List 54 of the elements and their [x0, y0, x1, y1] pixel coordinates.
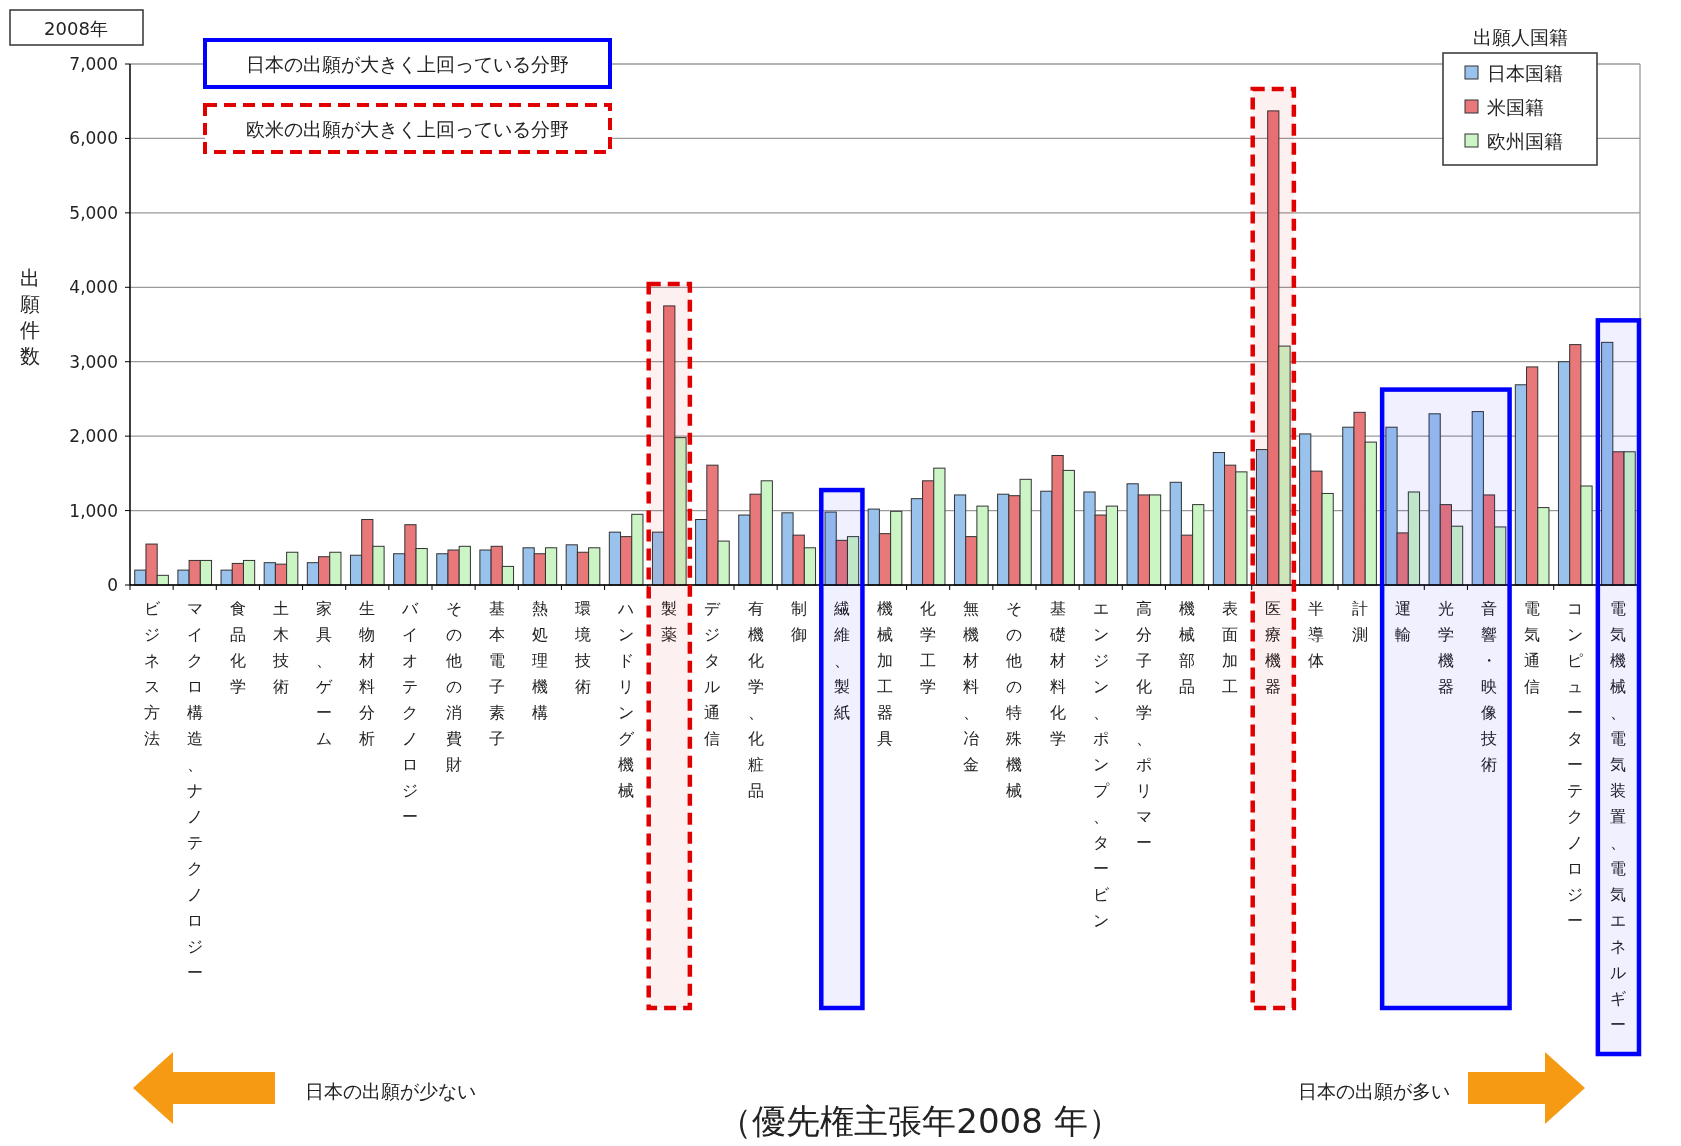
- x-tick-label: 光学機器: [1437, 599, 1454, 696]
- x-tick-label: マイクロ構造、ナノテクノロジー: [186, 599, 203, 982]
- y-tick-label: 0: [107, 575, 118, 595]
- y-axis-title: 出願件数: [20, 266, 40, 368]
- x-tick-label: 運輸: [1394, 599, 1411, 644]
- x-tick-label: その他の特殊機械: [1006, 599, 1023, 800]
- x-tick-label: 医療機器: [1265, 599, 1282, 696]
- legend-label: 日本国籍: [1487, 62, 1563, 84]
- y-tick-label: 3,000: [69, 351, 118, 372]
- x-tick-label: コンピューターテクノロジー: [1567, 599, 1584, 930]
- x-tick-label: 機械加工器具: [877, 599, 893, 748]
- x-tick-label: 生物材料分析: [359, 599, 376, 748]
- x-tick-label: 土木技術: [273, 599, 289, 696]
- x-tick-label: 音響・映像技術: [1481, 599, 1497, 774]
- y-tick-label: 5,000: [69, 202, 118, 223]
- x-tick-label: 繊維、製紙: [833, 599, 850, 722]
- x-tick-label: デジタル通信: [704, 599, 721, 748]
- x-tick-label: 家具、ゲーム: [316, 599, 333, 748]
- x-tick-label: その他の消費財: [445, 599, 462, 774]
- y-tick-label: 4,000: [69, 277, 118, 298]
- annotation: 日本の出願が大きく上回っている分野: [245, 53, 569, 75]
- legend-title: 出願人国籍: [1472, 26, 1568, 48]
- y-tick-label: 6,000: [69, 128, 118, 149]
- x-tick-label: 高分子化学、ポリマー: [1135, 599, 1152, 852]
- x-tick-label: 有機化学、化粧品: [747, 599, 764, 800]
- text: （優先権主張年2008 年）: [718, 1101, 1122, 1141]
- x-tick-label: 化学工学: [920, 599, 937, 696]
- annotation: 欧米の出願が大きく上回っている分野: [245, 118, 569, 140]
- x-tick-label: エンジン、ポンプ、タービン: [1092, 599, 1109, 930]
- text: 日本の出願が少ない: [305, 1080, 476, 1102]
- x-tick-label: 電気機械、電気装置、電気エネルギー: [1610, 599, 1627, 1034]
- legend-label: 欧州国籍: [1487, 130, 1563, 152]
- x-tick-label: ビジネス方法: [143, 599, 160, 748]
- y-tick-label: 7,000: [69, 54, 118, 74]
- legend-label: 米国籍: [1487, 96, 1544, 118]
- x-tick-label: 基本電子素子: [488, 599, 505, 748]
- x-tick-label: バイオテクノロジー: [402, 599, 419, 826]
- y-tick-label: 1,000: [69, 500, 118, 521]
- x-tick-label: 表面加工: [1222, 599, 1239, 696]
- text: 日本の出願が多い: [1298, 1080, 1450, 1102]
- x-tick-label: 熱処理機構: [531, 599, 548, 722]
- x-tick-label: 制御: [790, 599, 807, 644]
- y-tick-label: 2,000: [69, 426, 118, 447]
- x-tick-label: 製薬: [661, 599, 678, 644]
- x-tick-label: 無機材料、冶金: [963, 599, 980, 774]
- x-tick-label: ハンドリング機械: [618, 599, 635, 800]
- chart-title: 2008年: [44, 18, 108, 39]
- x-tick-label: 基礎材料化学: [1049, 599, 1066, 748]
- x-tick-label: 食品化学: [229, 599, 246, 696]
- x-tick-label: 計測: [1351, 599, 1368, 644]
- x-tick-label: 機械部品: [1179, 599, 1195, 696]
- x-tick-label: 半導体: [1308, 599, 1325, 670]
- x-tick-label: 電気通信: [1524, 599, 1541, 696]
- x-tick-label: 環境技術: [575, 599, 591, 696]
